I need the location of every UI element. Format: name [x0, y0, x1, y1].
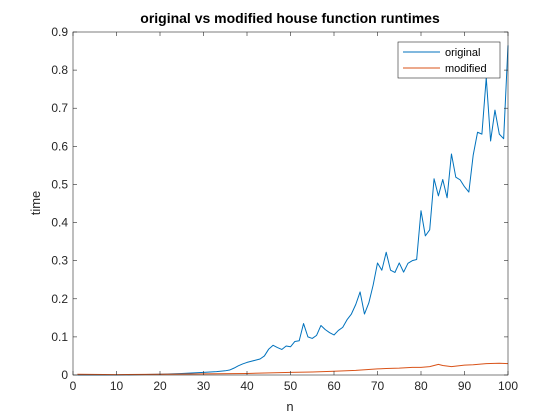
x-tick-label: 20: [153, 379, 167, 393]
x-tick-label: 40: [240, 379, 254, 393]
x-tick-label: 80: [414, 379, 428, 393]
legend-box: [397, 41, 501, 79]
y-tick-label: 0: [61, 368, 68, 382]
legend-label-original: original: [445, 47, 480, 59]
x-tick-label: 90: [458, 379, 472, 393]
series-line-modified: [77, 362, 509, 376]
legend: original modified: [397, 41, 501, 79]
y-tick-label: 0.7: [51, 101, 68, 115]
x-tick-label: 70: [371, 379, 385, 393]
y-tick-label: 0.9: [51, 25, 68, 39]
x-axis-label: n: [286, 399, 293, 414]
axes-box: [72, 31, 509, 376]
x-tick-label: 10: [110, 379, 124, 393]
y-tick-label: 0.2: [51, 292, 68, 306]
x-tick-label: 30: [197, 379, 211, 393]
x-tick-label: 0: [70, 379, 77, 393]
chart-title: original vs modified house function runt…: [140, 10, 440, 26]
x-tick-label: 50: [284, 379, 298, 393]
x-tick-label: 100: [498, 379, 518, 393]
series-line-original: [77, 45, 509, 376]
y-tick-label: 0.1: [51, 330, 68, 344]
y-tick-label: 0.5: [51, 177, 68, 191]
y-tick-label: 0.4: [51, 216, 68, 230]
y-tick-label: 0.8: [51, 63, 68, 77]
axis-ticks: 0 10 20 30 40 50 60 70 80 90 100 0 0.1 0.2 0.3 0.4 0.5 0.…: [51, 25, 518, 393]
y-tick-label: 0.3: [51, 254, 68, 268]
plot-lines: [77, 45, 509, 376]
x-tick-label: 60: [327, 379, 341, 393]
y-tick-label: 0.6: [51, 139, 68, 153]
y-axis-label: time: [28, 191, 43, 216]
plot-area: [73, 32, 508, 375]
legend-label-modified: modified: [445, 63, 487, 75]
